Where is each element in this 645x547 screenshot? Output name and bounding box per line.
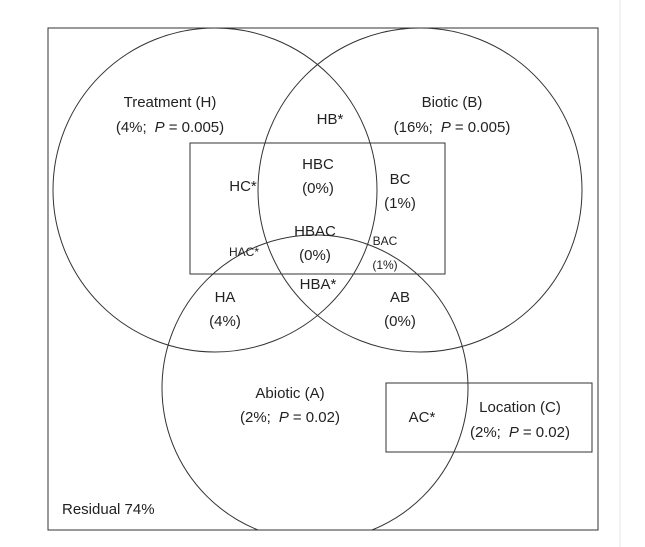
stat-part: P xyxy=(441,119,451,136)
region-label: (0%) xyxy=(299,247,331,264)
stat-part: (2%; xyxy=(240,409,271,426)
region-label: HC* xyxy=(229,178,257,195)
region-label: BAC xyxy=(373,234,398,248)
region-label: Abiotic (A) xyxy=(255,385,324,402)
outer-box xyxy=(47,27,599,531)
stat-part: (16%; xyxy=(394,119,433,136)
stat-part: P xyxy=(509,424,519,441)
stat-part: (4%; xyxy=(116,119,147,136)
region-label: (16%; P = 0.005) xyxy=(394,119,511,136)
residual-label: Residual 74% xyxy=(62,501,155,518)
stat-part: P xyxy=(279,409,289,426)
region-label: Location (C) xyxy=(479,399,561,416)
region-label: HAC* xyxy=(229,245,259,259)
region-label: HBAC xyxy=(294,223,336,240)
stat-part: = 0.02) xyxy=(523,424,570,441)
region-label: (1%) xyxy=(372,258,397,272)
region-label: (4%) xyxy=(209,313,241,330)
location-box xyxy=(189,142,446,275)
region-label: AC* xyxy=(409,409,436,426)
stat-part: P xyxy=(155,119,165,136)
region-label: Treatment (H) xyxy=(124,94,217,111)
region-label: HBA* xyxy=(300,276,337,293)
region-label: HBC xyxy=(302,156,334,173)
stat-part: = 0.005) xyxy=(169,119,224,136)
biotic-circle xyxy=(257,28,583,353)
region-label: (1%) xyxy=(384,195,416,212)
treatment-circle xyxy=(52,28,378,353)
abiotic-circle xyxy=(161,234,469,530)
region-label: BC xyxy=(390,171,411,188)
stat-part: (2%; xyxy=(470,424,501,441)
region-label: Biotic (B) xyxy=(422,94,483,111)
region-label: AB xyxy=(390,289,410,306)
region-label: HA xyxy=(215,289,236,306)
region-label: (2%; P = 0.02) xyxy=(240,409,340,426)
location-box-outer xyxy=(385,382,593,453)
region-label: (4%; P = 0.005) xyxy=(116,119,224,136)
stat-part: = 0.005) xyxy=(455,119,510,136)
region-label: HB* xyxy=(317,111,344,128)
stat-part: = 0.02) xyxy=(293,409,340,426)
region-label: (0%) xyxy=(302,180,334,197)
region-label: (2%; P = 0.02) xyxy=(470,424,570,441)
region-label: (0%) xyxy=(384,313,416,330)
